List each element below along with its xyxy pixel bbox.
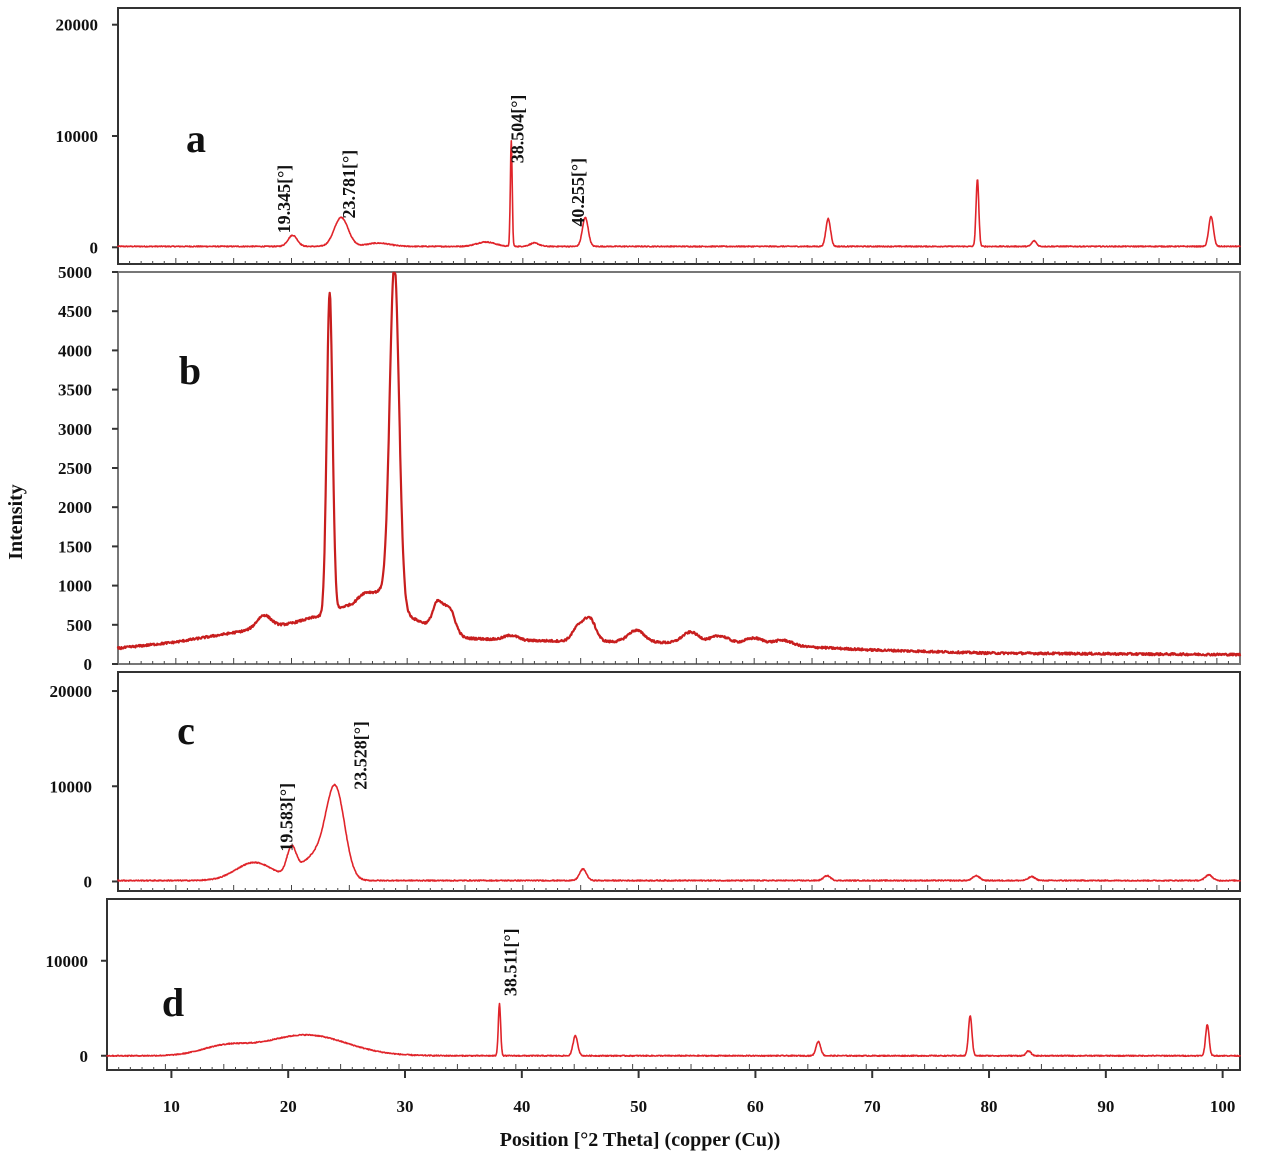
- panel-b: 0 500 1000 1500 2000 2500 3000 3500 4000 4500 5000…: [58, 263, 1242, 674]
- panel-b-ytick-label: 5000: [58, 263, 92, 282]
- panel-d-trace: [106, 1002, 1241, 1058]
- panel-c-ytick-label: 10000: [50, 777, 93, 796]
- panel-a-letter: a: [186, 116, 206, 161]
- peak-annotation-label: 23.528[°]: [350, 721, 370, 790]
- panel-b-trace: [116, 271, 1242, 657]
- panel-d-ytick-label: 10000: [46, 952, 89, 971]
- panel-c-frame: [117, 671, 1241, 892]
- panel-d-letter: d: [162, 980, 184, 1025]
- x-axis-tick-label: 20: [280, 1097, 297, 1116]
- peak-annotation-label: 40.255[°]: [568, 158, 588, 227]
- panel-a: 0 10000 20000 a 19.345[°] 23.781[°] 38.504[°] 4…: [56, 7, 1241, 265]
- peak-annotation-label: 19.345[°]: [274, 165, 294, 234]
- panel-c-ytick-label: 0: [84, 872, 93, 891]
- panel-c: 0 10000 20000 c 19.583[°] 23.528[°]: [50, 671, 1241, 892]
- peak-annotation-label: 23.781[°]: [339, 150, 359, 219]
- panel-a-ytick-label: 10000: [56, 127, 99, 146]
- panel-c-trace: [117, 783, 1241, 882]
- x-axis-tick-label: 30: [397, 1097, 414, 1116]
- y-axis-title: Intensity: [5, 484, 27, 560]
- x-axis-tick-label: 60: [747, 1097, 764, 1116]
- x-axis-tick-label: 100: [1210, 1097, 1236, 1116]
- peak-annotation-label: 38.504[°]: [508, 95, 528, 164]
- x-axis-title: Position [°2 Theta] (copper (Cu)): [500, 1129, 781, 1151]
- panel-b-ytick-label: 1500: [58, 537, 92, 556]
- panel-a-ytick-label: 20000: [56, 16, 99, 35]
- panel-d-frame: [106, 898, 1241, 1071]
- panel-b-ytick-label: 2000: [58, 498, 92, 517]
- x-axis-tick-label: 40: [513, 1097, 530, 1116]
- panel-d: 0 10000 d 38.511[°]: [46, 898, 1241, 1071]
- panel-a-trace: [117, 140, 1241, 248]
- x-axis-tick-label: 70: [864, 1097, 881, 1116]
- panel-b-letter: b: [179, 348, 201, 393]
- x-axis-tick-label: 90: [1097, 1097, 1114, 1116]
- panel-a-ytick-label: 0: [90, 238, 99, 257]
- panel-d-ytick-label: 0: [80, 1047, 89, 1066]
- panel-b-ytick-label: 3000: [58, 420, 92, 439]
- panel-b-ytick-label: 4000: [58, 341, 92, 360]
- x-axis-tick-label: 80: [981, 1097, 998, 1116]
- x-axis-tick-label: 50: [630, 1097, 647, 1116]
- panel-c-ytick-label: 20000: [50, 682, 93, 701]
- panel-c-letter: c: [177, 708, 195, 753]
- x-axis-tick-label: 10: [163, 1097, 180, 1116]
- panel-b-ytick-label: 2500: [58, 459, 92, 478]
- panel-b-frame: [117, 271, 1241, 665]
- panel-b-ytick-label: 0: [84, 655, 93, 674]
- peak-annotation-label: 19.583[°]: [277, 783, 297, 852]
- panel-b-ytick-label: 4500: [58, 302, 92, 321]
- peak-annotation-label: 38.511[°]: [500, 928, 520, 996]
- panel-b-ytick-label: 3500: [58, 381, 92, 400]
- panel-b-ytick-label: 1000: [58, 577, 92, 596]
- panel-b-ytick-label: 500: [67, 616, 93, 635]
